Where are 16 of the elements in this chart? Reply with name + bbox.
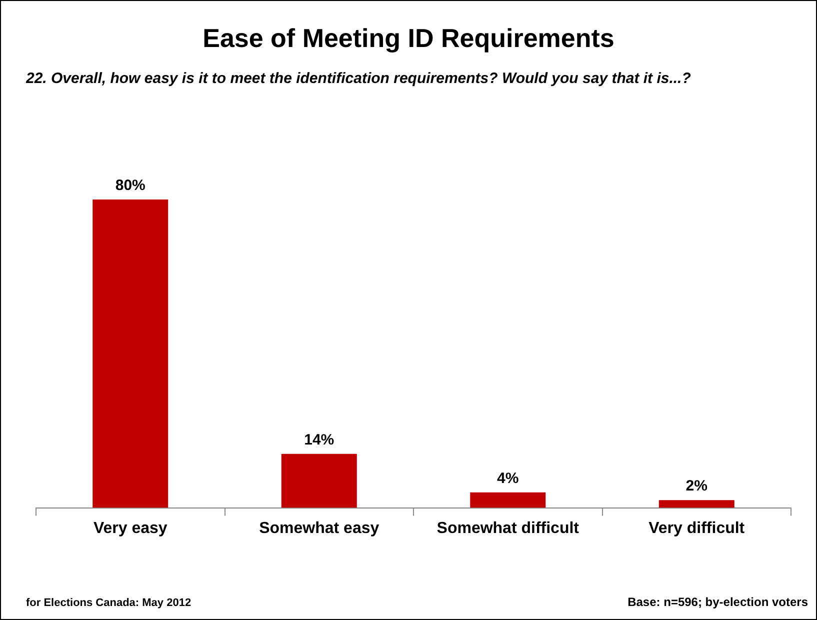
data-label: 14% (304, 431, 334, 448)
data-label: 2% (686, 478, 708, 495)
chart-subtitle: 22. Overall, how easy is it to meet the identification requirements? Would you say that it is...? (26, 69, 692, 89)
text: for Elections Canada: May 2012 (26, 597, 192, 609)
bar (92, 200, 168, 508)
x-tick-label: Very difficult (648, 520, 746, 537)
bar (470, 492, 546, 508)
x-tick-label: Somewhat difficult (436, 520, 580, 537)
text: Base: n=596; by-election voters (628, 595, 808, 609)
bar (658, 500, 734, 508)
x-tick-label: Somewhat easy (259, 520, 380, 537)
data-label: 4% (497, 470, 519, 488)
chart-title: Ease of Meeting ID Requirements (202, 23, 616, 54)
data-label: 80% (115, 177, 146, 194)
bar (281, 454, 357, 508)
x-tick-label: Very easy (93, 520, 168, 537)
